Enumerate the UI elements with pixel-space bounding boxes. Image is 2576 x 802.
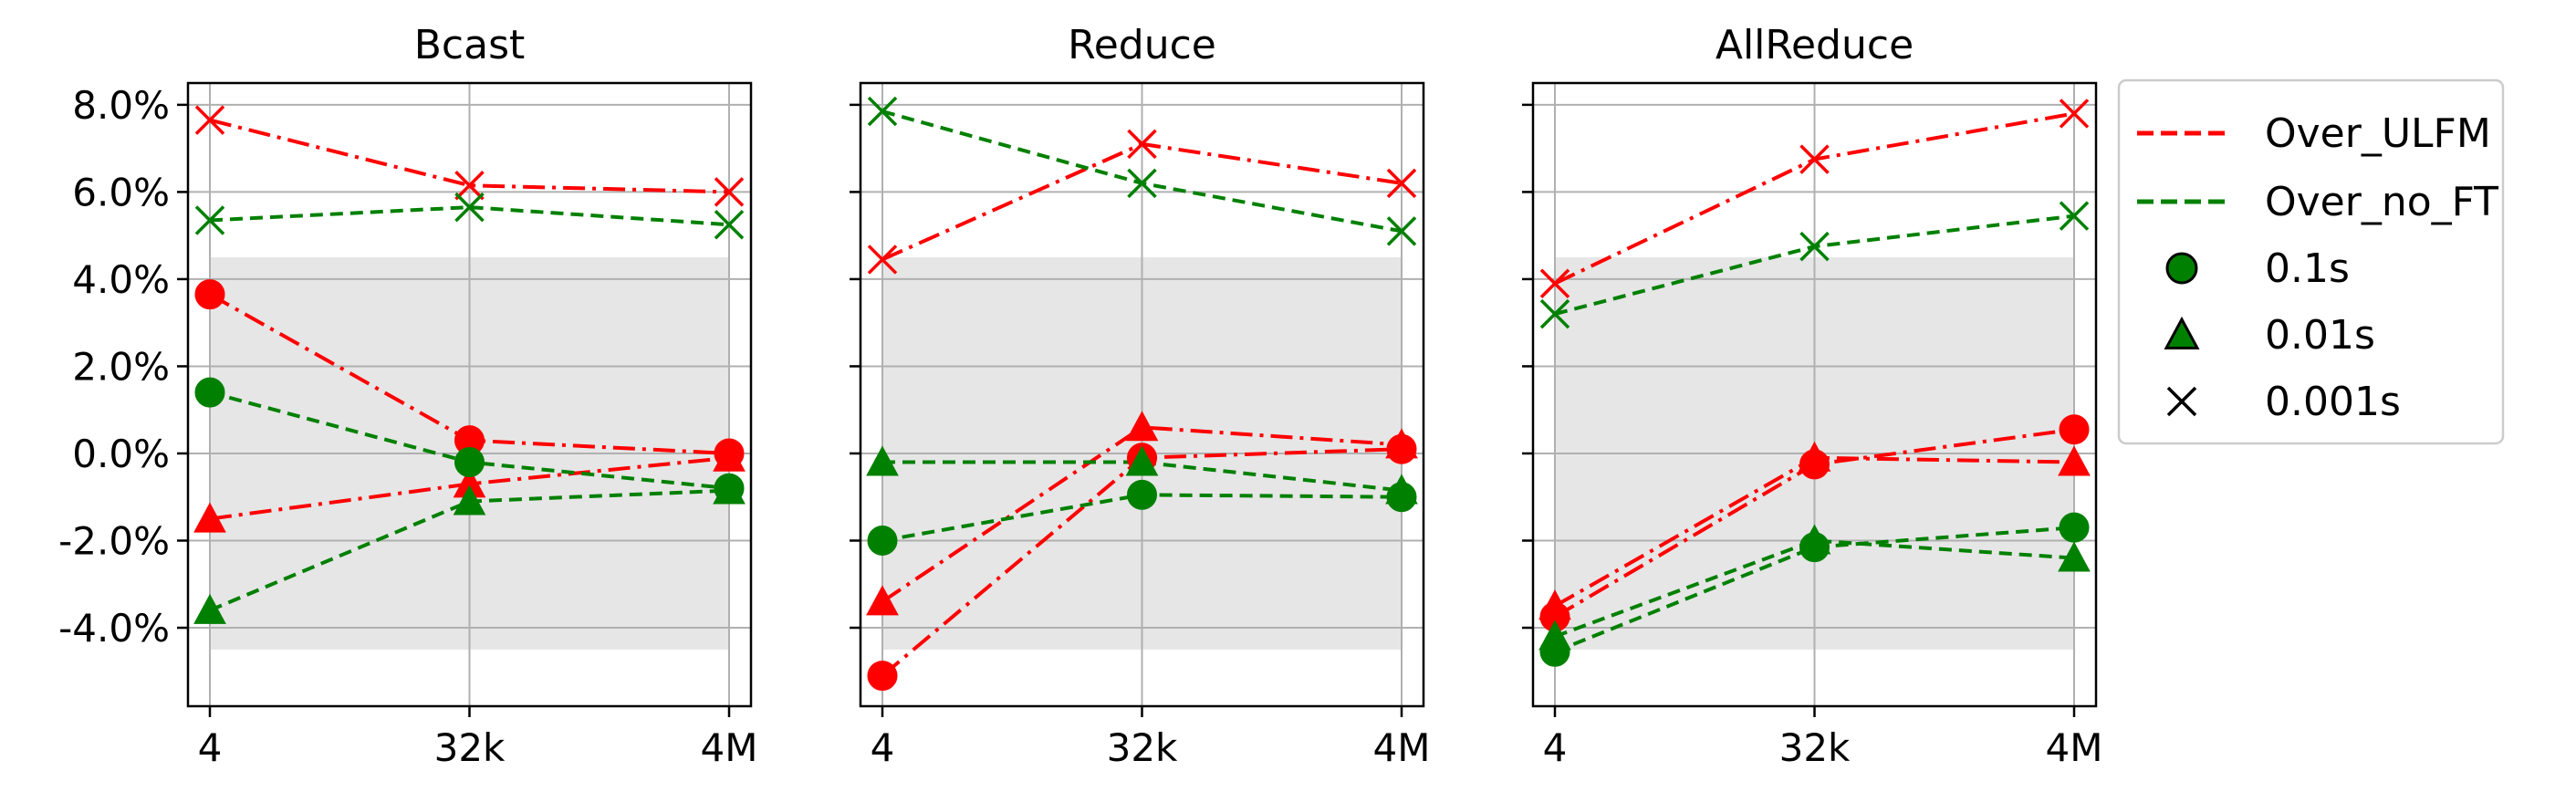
- x-tick-label: 4M: [1373, 725, 1431, 770]
- data-point-over_ulfm-0.01s: [2058, 445, 2091, 476]
- data-point-over_ulfm-0.1s: [867, 661, 898, 692]
- data-point-over_ulfm-0.1s: [194, 279, 225, 310]
- y-tick-label: 0.0%: [72, 432, 170, 476]
- data-point-over_ulfm-0.001s: [454, 171, 485, 201]
- panel-title: AllReduce: [1716, 22, 1914, 68]
- data-point-over_ulfm-0.01s: [193, 502, 226, 533]
- series-line-over_no_ft-0.01s: [1554, 538, 2075, 639]
- data-point-over_no_ft-0.1s: [2059, 512, 2090, 543]
- data-point-over_ulfm-0.001s: [194, 105, 225, 135]
- data-point-over_no_ft-0.01s: [713, 474, 746, 505]
- legend: Over_ULFM Over_no_FT 0.1s 0.01s 0.001s: [2117, 78, 2505, 445]
- data-point-over_no_ft-0.1s: [194, 377, 225, 408]
- data-point-over_no_ft-0.001s: [1539, 298, 1570, 329]
- panel-bcast: -4.0% -2.0% 0.0% 2.0% 4.0% 6.0% 8.0% 4 32k 4M Bcas…: [58, 22, 757, 770]
- data-point-over_no_ft-0.001s: [867, 96, 898, 127]
- series-line-over_no_ft-0.01s: [882, 460, 1403, 493]
- data-point-over_no_ft-0.1s: [454, 447, 485, 478]
- y-tick-label: 4.0%: [72, 257, 170, 302]
- data-point-over_ulfm-0.001s: [1799, 144, 1830, 174]
- data-point-over_no_ft-0.01s: [453, 484, 486, 516]
- series-line-over_no_ft-0.001s: [209, 205, 730, 227]
- data-point-over_no_ft-0.01s: [1125, 445, 1159, 476]
- y-tick-label: 8.0%: [72, 83, 170, 128]
- x-tick-label: 32k: [434, 725, 506, 770]
- legend-label: 0.01s: [2265, 312, 2375, 359]
- data-point-over_no_ft-0.001s: [454, 192, 485, 223]
- legend-label: Over_ULFM: [2265, 110, 2491, 157]
- y-tick-label: -2.0%: [58, 519, 170, 564]
- panel-title: Reduce: [1068, 22, 1216, 68]
- panel-reduce: 4 32k 4M Reduce: [850, 22, 1430, 770]
- data-point-over_ulfm-0.001s: [2059, 99, 2090, 129]
- legend-marker-circle: [2165, 252, 2198, 285]
- data-point-over_ulfm-0.01s: [713, 441, 746, 472]
- data-point-over_no_ft-0.01s: [193, 593, 226, 624]
- y-tick-label: 6.0%: [72, 170, 170, 214]
- y-tick-label: 2.0%: [72, 344, 170, 389]
- x-tick-label: 4: [1543, 725, 1568, 770]
- legend-marker-triangle: [2164, 316, 2200, 349]
- x-tick-label: 4M: [701, 725, 758, 770]
- data-point-over_no_ft-0.001s: [1127, 168, 1157, 199]
- x-tick-label: 4: [871, 725, 895, 770]
- data-point-over_no_ft-0.001s: [1799, 231, 1830, 262]
- data-point-over_no_ft-0.1s: [867, 526, 898, 557]
- data-point-over_ulfm-0.01s: [1125, 411, 1159, 442]
- data-point-over_no_ft-0.001s: [2059, 201, 2090, 231]
- data-point-over_ulfm-0.001s: [1127, 129, 1157, 160]
- series-line-over_ulfm-0.001s: [209, 118, 730, 194]
- data-point-over_ulfm-0.01s: [1798, 441, 1831, 472]
- x-tick-label: 32k: [1107, 725, 1178, 770]
- data-point-over_ulfm-0.01s: [1538, 589, 1571, 620]
- data-point-over_no_ft-0.01s: [1798, 524, 1831, 555]
- legend-label: 0.001s: [2265, 379, 2401, 425]
- data-point-over_no_ft-0.01s: [866, 445, 899, 476]
- legend-marker-x: [2166, 386, 2197, 417]
- x-tick-label: 4: [198, 725, 223, 770]
- data-point-over_no_ft-0.01s: [1385, 474, 1418, 505]
- panel-title: Bcast: [414, 22, 526, 68]
- data-point-over_no_ft-0.01s: [1538, 620, 1571, 651]
- data-point-over_ulfm-0.01s: [866, 585, 899, 616]
- data-point-over_no_ft-0.001s: [194, 205, 225, 235]
- panel-allreduce: 4 32k 4M AllReduce: [1522, 22, 2102, 770]
- data-point-over_no_ft-0.1s: [1127, 479, 1157, 510]
- legend-box: [2117, 78, 2505, 445]
- data-point-over_ulfm-0.1s: [2059, 414, 2090, 445]
- data-point-over_ulfm-0.01s: [1385, 428, 1418, 459]
- data-point-over_no_ft-0.01s: [2058, 541, 2091, 572]
- data-point-over_ulfm-0.001s: [714, 177, 745, 207]
- series-line-over_no_ft-0.1s: [1554, 526, 2075, 654]
- x-tick-label: 32k: [1779, 725, 1851, 770]
- x-tick-label: 4M: [2046, 725, 2103, 770]
- data-point-over_ulfm-0.001s: [1539, 268, 1570, 298]
- data-point-over_ulfm-0.001s: [1386, 168, 1417, 199]
- data-point-over_no_ft-0.001s: [1386, 216, 1417, 246]
- data-point-over_no_ft-0.001s: [714, 209, 745, 240]
- legend-label: 0.1s: [2265, 245, 2350, 292]
- y-tick-label: -4.0%: [58, 606, 170, 651]
- legend-label: Over_no_FT: [2265, 179, 2498, 225]
- data-point-over_ulfm-0.001s: [867, 245, 898, 275]
